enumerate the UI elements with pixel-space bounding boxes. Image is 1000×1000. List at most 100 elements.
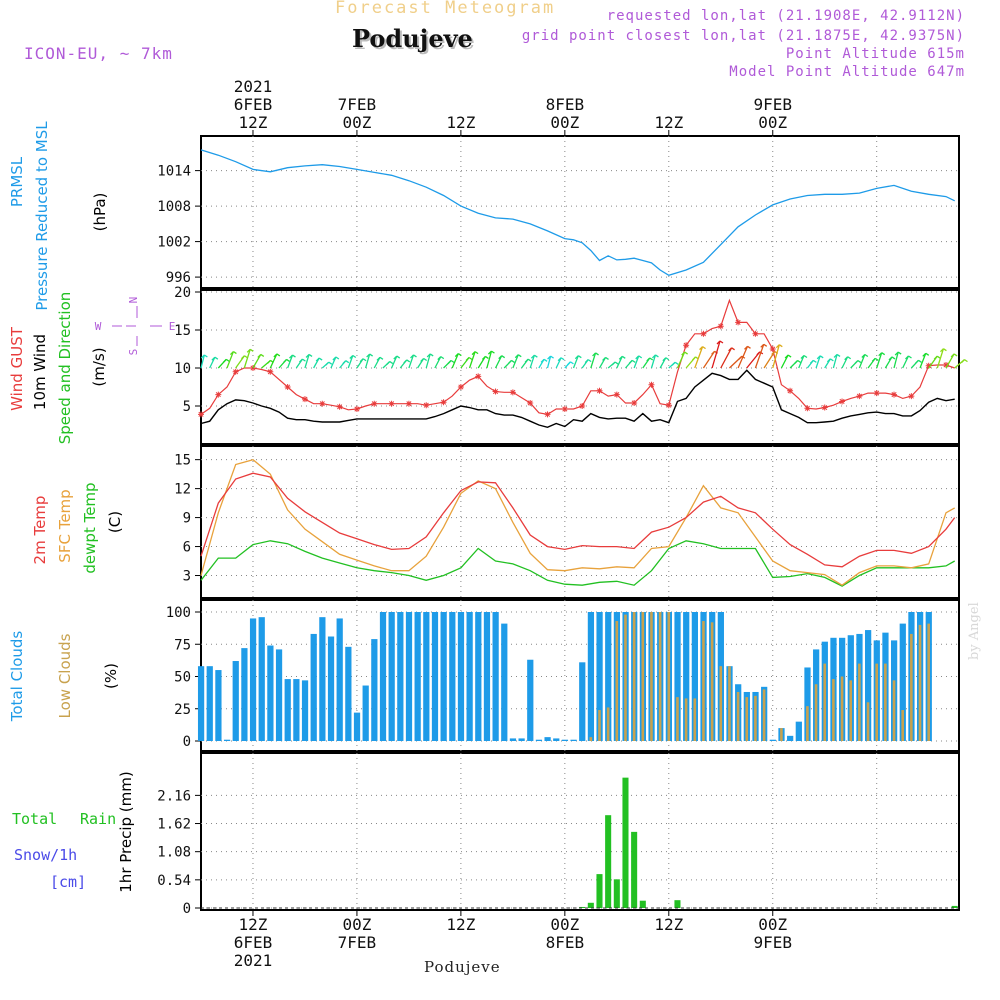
total-cloud-bar [249,618,257,741]
total-cloud-bar [206,666,213,741]
wind-gust-marker [405,400,412,407]
low-cloud-bar [615,621,619,741]
y-tick-label-clouds: 75 [174,637,191,653]
wind-arrow-head [628,359,636,364]
rain-bar [613,879,620,908]
station-title: Podujeve [352,24,473,53]
wind-arrow-head [728,347,735,352]
wind-gust-marker [891,391,898,398]
total-rain-label-rain: Rain [80,810,116,828]
y-tick-label-clouds: 0 [183,734,191,750]
wind-arrow-head [574,355,582,360]
y-tick-label-pressure: 996 [166,270,191,286]
total-cloud-bar [197,666,205,741]
wind-direction-arrow [798,355,805,369]
wind-arrow-head [744,345,751,350]
wind-arrow-head [229,351,237,356]
point-altitude: Point Altitude 615m [785,46,965,62]
wind-direction-arrow [702,350,716,369]
wind-direction-arrow [269,353,278,369]
low-cloud-bar [702,621,705,741]
dewpoint-line [200,540,956,587]
wind-direction-arrow [330,356,337,369]
total-cloud-bar [483,612,491,741]
wind-arrow-head [386,360,394,365]
total-cloud-bar [527,659,534,741]
total-cloud-bar [353,712,361,741]
total-cloud-bar [327,636,335,741]
rain-bar [631,831,638,908]
wind-arrow-head [826,358,834,363]
total-cloud-bar [570,739,577,741]
wind-arrow-head [794,359,801,364]
pressure-label: PRMSL [8,156,26,207]
wind-arrow-head [844,356,852,361]
wind-arrow-head [508,359,515,364]
wind-arrow-head [332,356,340,361]
low-cloud-bar [641,612,645,741]
wind-arrow-head [961,359,968,364]
wind-speed-line [200,369,955,429]
bottom-axis-label: 00Z [342,915,371,934]
wind-arrow-head [487,350,495,355]
total-cloud-bar [440,612,447,741]
wind-direction-arrow [287,354,294,369]
wind-arrow-head [447,359,455,364]
snow-unit-label: [cm] [50,873,86,891]
total-cloud-bar [284,679,291,741]
low-cloud-bar [892,680,896,741]
total-rain-label-total: Total [12,810,57,828]
y-tick-label-wind: 20 [174,285,191,301]
wind-gust-marker [544,411,551,418]
wind-arrow-head [530,354,538,359]
rain-bar [639,900,646,908]
total-cloud-bar [769,739,776,741]
wind-arrow-head [922,352,930,357]
wind-arrow-head [325,361,333,366]
top-axis-label: 8FEB [546,95,585,114]
pressure-line [200,149,955,277]
total-cloud-bar [553,738,560,741]
wind-direction-arrow [858,354,866,369]
total-cloud-bar [691,612,698,741]
wind-arrow-head [514,354,522,359]
y-tick-label-pressure: 1002 [157,235,191,251]
wind-arrow-head [211,356,219,361]
compass-n: N [127,297,140,304]
top-axis-label: 12Z [446,113,475,132]
total-clouds-label: Total Clouds [8,631,26,723]
wind-direction-arrow [841,356,849,369]
wind-gust-marker [492,388,499,395]
wind-arrow-head [557,357,565,362]
wind-gust-marker [440,399,447,406]
wind-gust-marker [284,384,291,390]
wind-direction-arrow [616,356,623,369]
wind-direction-arrow [408,354,415,369]
wind-arrow-head [403,359,411,364]
wind-direction-arrow [650,354,657,369]
wind-gust-line [200,298,955,416]
wind-arrow-head [200,354,208,359]
wind-direction-arrow [546,355,552,369]
bottom-axis-label: 6FEB [234,933,273,952]
total-cloud-bar [414,612,421,741]
total-cloud-bar [544,737,551,741]
wind-arrow-head [611,361,619,366]
total-cloud-bar [362,685,369,741]
wind-direction-arrow [486,350,493,369]
y-tick-label-wind: 5 [183,399,191,415]
low-cloud-bar [624,614,627,741]
wind-arrow-head [298,358,306,363]
wind-direction-arrow [780,354,789,369]
rain-bar [674,900,681,908]
requested-coordinates: requested lon,lat (21.1908E, 42.9112N) [606,8,965,24]
top-axis-label: 7FEB [338,95,377,114]
dewpt-label: dewpt Temp [81,482,99,573]
wind-gust-marker [198,411,204,418]
total-cloud-bar [492,612,499,741]
plot-title: Forecast Meteogram [335,0,556,18]
wind-direction-arrow [772,344,780,369]
low-cloud-bar [823,663,827,741]
y-tick-label-pressure: 1008 [157,199,191,215]
wind-arrow-head [246,348,254,353]
